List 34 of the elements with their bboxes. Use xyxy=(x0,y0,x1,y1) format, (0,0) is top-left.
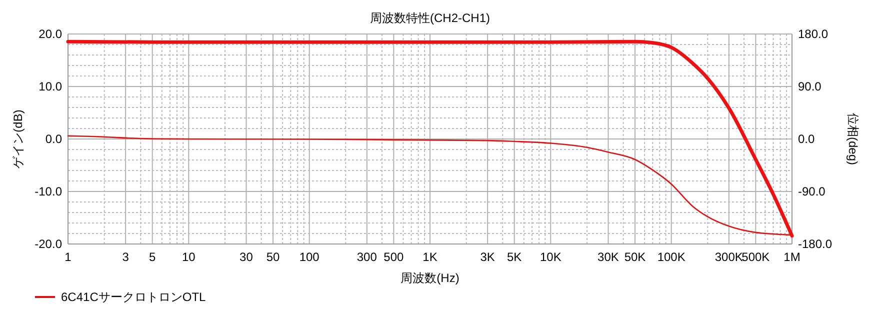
x-tick-label: 30K xyxy=(598,250,619,264)
x-tick-label: 3 xyxy=(122,250,130,264)
x-tick-label: 10K xyxy=(540,250,562,264)
x-tick-label: 5 xyxy=(149,250,156,264)
y2-tick-label: -180.0 xyxy=(798,237,832,251)
x-axis-title: 周波数(Hz) xyxy=(400,271,460,285)
x-tick-label: 1 xyxy=(64,250,72,264)
chart-title: 周波数特性(CH2-CH1) xyxy=(370,11,490,25)
y2-tick-label: 180.0 xyxy=(798,27,828,41)
y2-tick-label: 90.0 xyxy=(798,80,822,94)
y-tick-label: 0.0 xyxy=(45,132,62,146)
y-tick-label: -20.0 xyxy=(34,237,62,251)
y-tick-label: 10.0 xyxy=(38,80,62,94)
x-tick-label: 1M xyxy=(784,250,800,264)
y2-axis-title: 位相(deg) xyxy=(846,112,860,166)
x-tick-label: 300 xyxy=(356,250,378,264)
x-tick-label: 10 xyxy=(182,250,196,264)
y-tick-label: -10.0 xyxy=(34,184,62,198)
x-tick-label: 500K xyxy=(742,250,770,264)
x-tick-label: 50 xyxy=(266,250,280,264)
y-tick-label: 20.0 xyxy=(38,27,62,41)
x-tick-label: 30 xyxy=(240,250,254,264)
legend-label: 6C41CサークロトロンOTL xyxy=(61,290,206,304)
x-tick-label: 100K xyxy=(657,250,686,264)
x-tick-label: 1K xyxy=(422,250,438,264)
x-tick-label: 300K xyxy=(714,250,743,264)
y2-tick-label: -90.0 xyxy=(798,184,826,198)
x-tick-label: 500 xyxy=(384,250,404,264)
x-tick-label: 5K xyxy=(507,250,522,264)
x-tick-label: 100 xyxy=(299,250,320,264)
y2-tick-label: 0.0 xyxy=(798,132,816,146)
x-tick-label: 50K xyxy=(624,250,646,264)
x-tick-label: 3K xyxy=(480,250,495,264)
y-axis-title: ゲイン(dB) xyxy=(11,110,25,168)
